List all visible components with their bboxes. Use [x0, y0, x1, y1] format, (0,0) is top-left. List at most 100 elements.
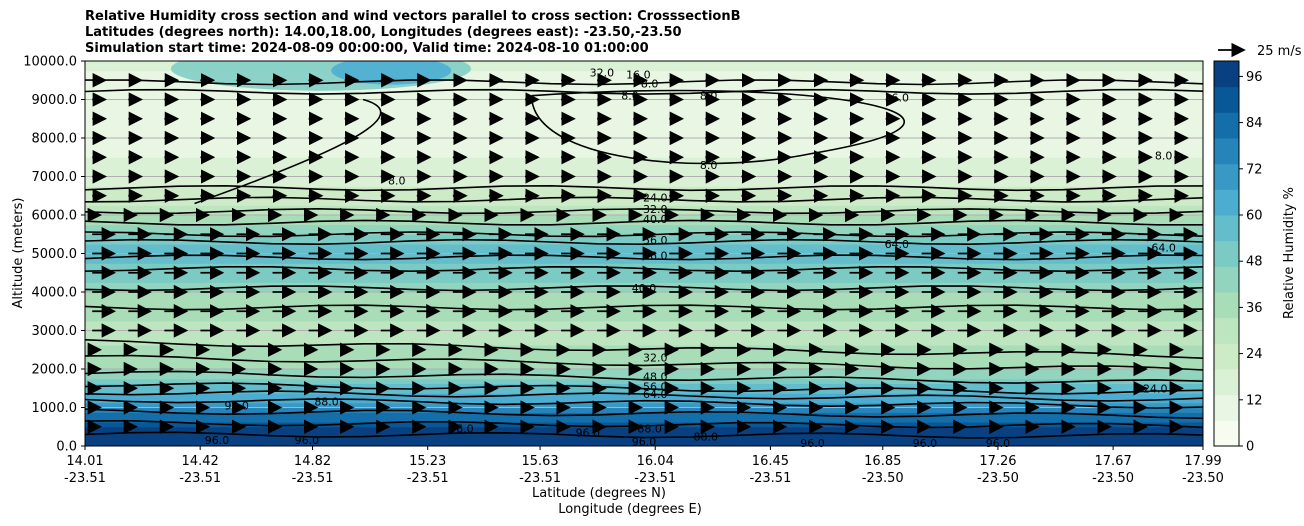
- colorbar-tick-label: 84: [1246, 116, 1263, 131]
- colorbar-segment: [1214, 369, 1239, 396]
- humidity-band: [85, 166, 1203, 178]
- colorbar-segment: [1214, 112, 1239, 139]
- contour-line: [85, 398, 1203, 409]
- contour-label: 32.0: [643, 203, 668, 216]
- contour-label: 96.0: [800, 437, 825, 450]
- title-line-2: Latitudes (degrees north): 14.00,18.00, …: [85, 25, 682, 40]
- humidity-band: [85, 340, 1203, 346]
- colorbar-segment: [1214, 61, 1239, 88]
- chart-title: Relative Humidity cross section and wind…: [85, 9, 741, 57]
- title-line-1: Relative Humidity cross section and wind…: [85, 9, 741, 24]
- x-tick-label-lon: -23.51: [749, 471, 791, 486]
- contour-label: 88.0: [637, 423, 662, 436]
- colorbar-segment: [1214, 394, 1239, 421]
- colorbar-segment: [1214, 163, 1239, 190]
- colorbar-label: Relative Humidity %: [1282, 187, 1297, 319]
- contour-label: 96.0: [913, 437, 938, 450]
- y-tick-label: 10000.0: [23, 55, 77, 70]
- x-tick-label-lon: -23.51: [519, 471, 561, 486]
- contour-label: 88.0: [694, 430, 719, 443]
- contour-label: 88.0: [314, 396, 339, 409]
- contour-label: 96.0: [205, 434, 230, 447]
- colorbar-segment: [1214, 266, 1239, 293]
- colorbar-tick-label: 60: [1246, 209, 1263, 224]
- humidity-band: [85, 349, 1203, 356]
- humidity-band: [85, 407, 1203, 413]
- y-axis: 0.0 1000.0 2000.0 3000.0 4000.0 5000.0 6000.0 7…: [23, 55, 85, 455]
- x-tick-label-lon: -23.51: [634, 471, 676, 486]
- colorbar-segment: [1214, 420, 1239, 447]
- y-tick-label: 3000.0: [32, 324, 78, 339]
- contour-line: [530, 89, 906, 165]
- contour-label: 96.0: [224, 400, 249, 413]
- x-tick-label-lat: 14.82: [294, 454, 331, 469]
- contour-label: 56.0: [643, 234, 668, 247]
- contour-line: [85, 238, 1203, 246]
- contour-label: 40.0: [643, 213, 668, 226]
- y-tick-label: 9000.0: [32, 93, 78, 108]
- humidity-band: [85, 157, 1203, 168]
- humidity-band: [85, 369, 1203, 375]
- humidity-band: [85, 402, 1203, 409]
- humidity-band: [85, 99, 1203, 110]
- contour-line: [85, 431, 1203, 439]
- humidity-band: [85, 128, 1203, 139]
- colorbar-tick-label: 0: [1246, 440, 1254, 455]
- y-tick-label: 7000.0: [32, 170, 78, 185]
- contour-label: 16.0: [626, 68, 651, 81]
- humidity-band: [85, 118, 1203, 129]
- colorbar-tick-label: 72: [1246, 162, 1263, 177]
- x-tick-label-lat: 16.04: [637, 454, 674, 469]
- humidity-band: [85, 301, 1203, 312]
- humidity-band: [85, 359, 1203, 365]
- x-axis-label: Latitude (degrees N): [532, 486, 666, 501]
- contour-label: 8.0: [621, 90, 639, 103]
- humidity-band: [85, 441, 1203, 446]
- humidity-band: [85, 393, 1203, 399]
- x-axis: 14.01 -23.51 14.42 -23.51 14.82 -23.51 15.23 -2…: [64, 446, 1224, 486]
- quiver-key-label: 25 m/s: [1257, 44, 1302, 59]
- colorbar-segment: [1214, 292, 1239, 319]
- humidity-band: [85, 335, 1203, 341]
- wind-vectors: [87, 73, 1198, 434]
- colorbar-tick-label: 96: [1246, 70, 1263, 85]
- title-line-3: Simulation start time: 2024-08-09 00:00:…: [85, 41, 649, 56]
- x-tick-label-lon: -23.51: [179, 471, 221, 486]
- humidity-band: [85, 61, 1203, 72]
- x-tick-label-lat: 17.67: [1095, 454, 1132, 469]
- humidity-band: [85, 215, 1203, 226]
- contour-label: 64.0: [643, 388, 668, 401]
- colorbar-segment: [1214, 189, 1239, 216]
- quiver-key: 25 m/s: [1218, 42, 1302, 59]
- colorbar-segment: [1214, 343, 1239, 370]
- colorbar-segment: [1214, 240, 1239, 267]
- humidity-band: [85, 320, 1203, 332]
- x-tick-label-lon: -23.50: [862, 471, 904, 486]
- x-tick-label-lon: -23.51: [292, 471, 334, 486]
- x-tick-label-lon: -23.50: [1092, 471, 1134, 486]
- contour-label: 96.0: [449, 423, 474, 436]
- colorbar-frame: [1213, 60, 1240, 447]
- x-tick-label-lon: -23.50: [1182, 471, 1224, 486]
- contour-label: 8.0: [700, 90, 718, 103]
- x-tick-label-lat: 16.45: [752, 454, 789, 469]
- colorbar-segment: [1214, 86, 1239, 113]
- contour-label: 32.0: [590, 67, 615, 80]
- humidity-band: [85, 378, 1203, 385]
- humidity-band: [85, 311, 1203, 322]
- x-tick-label-lat: 15.23: [409, 454, 446, 469]
- colorbar-tick-label: 24: [1246, 347, 1263, 362]
- contour-label: 32.0: [643, 351, 668, 364]
- x-tick-label-lat: 15.63: [521, 454, 558, 469]
- contour-line: [85, 354, 1203, 371]
- humidity-band: [85, 417, 1203, 423]
- contour-label: 8.0: [641, 77, 659, 90]
- x-tick-label-lat: 17.99: [1184, 454, 1221, 469]
- y-tick-label: 8000.0: [32, 132, 78, 147]
- x-tick-label-lat: 16.85: [864, 454, 901, 469]
- contour-label: 96.0: [986, 437, 1011, 450]
- contour-label: 24.0: [1143, 382, 1168, 395]
- humidity-band: [85, 383, 1203, 389]
- humidity-band: [85, 373, 1203, 380]
